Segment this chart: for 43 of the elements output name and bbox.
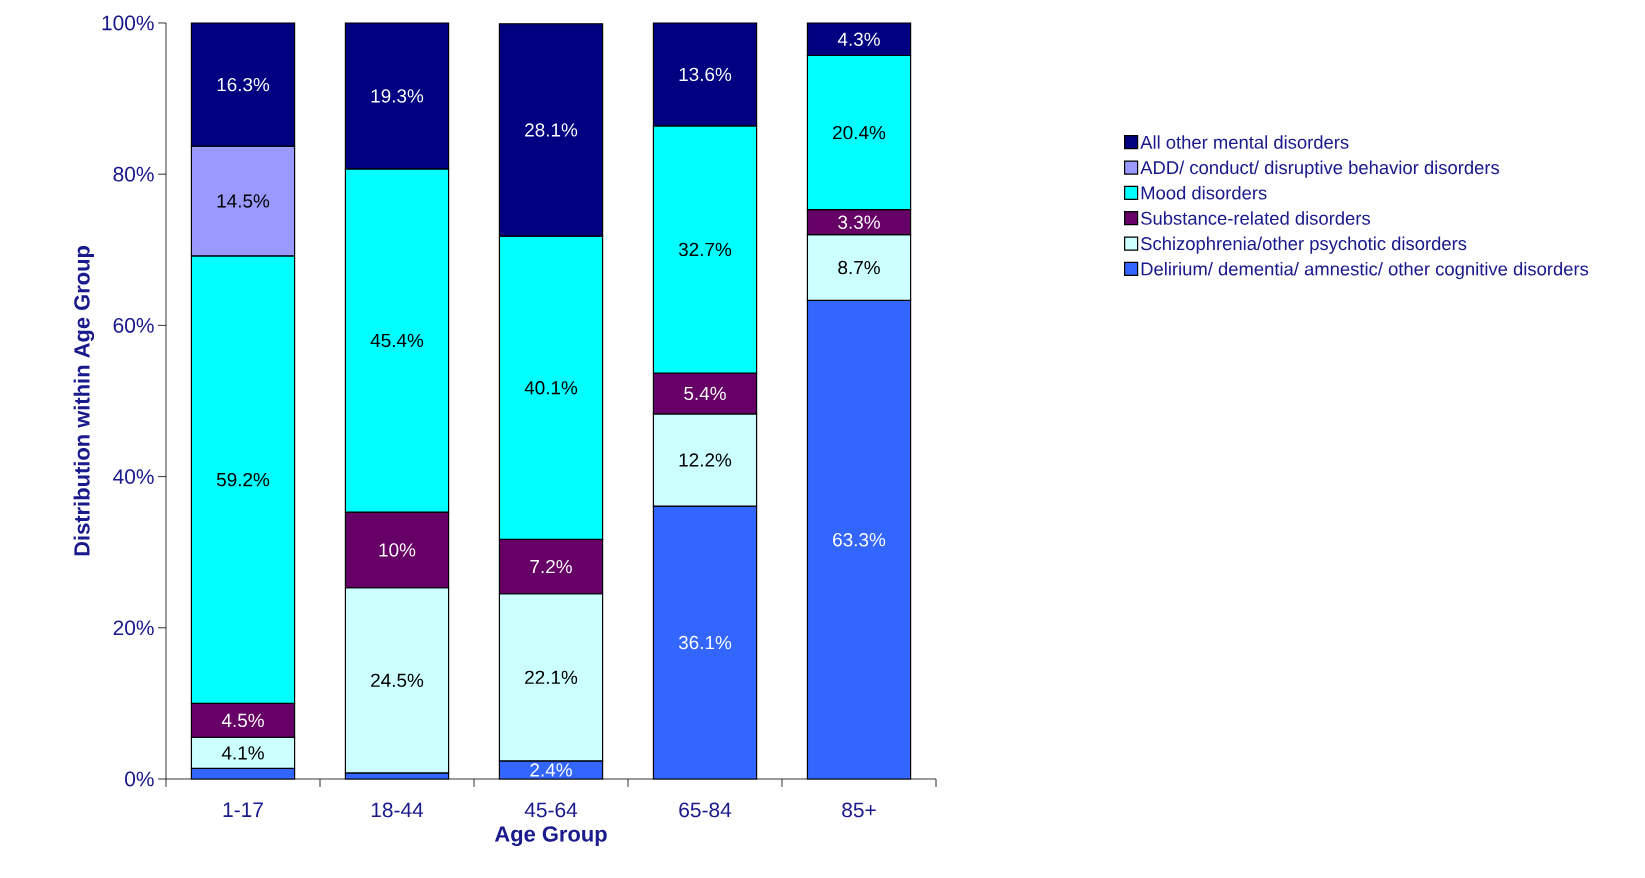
legend-label: Mood disorders — [1141, 185, 1267, 200]
data-label: 45.4% — [370, 333, 424, 348]
data-label: 22.1% — [525, 670, 578, 684]
legend-label: Substance-related disorders — [1141, 211, 1370, 225]
data-label: 13.6% — [679, 67, 732, 82]
data-label: 4.3% — [837, 32, 880, 46]
y-tick-label: 60% — [113, 317, 154, 333]
data-label: 4.1% — [221, 746, 264, 760]
x-tick-label: 65-84 — [679, 802, 732, 818]
legend-label: Delirium/ dementia/ amnestic/ other cognitive disorders — [1141, 261, 1589, 280]
data-label: 16.3% — [217, 77, 270, 92]
data-label: 32.7% — [678, 242, 732, 257]
x-tick-label: 45-64 — [524, 802, 578, 818]
data-label: 3.3% — [838, 215, 880, 229]
y-tick-label: 0% — [125, 771, 154, 787]
data-label: 19.3% — [371, 89, 424, 103]
data-label: 28.1% — [525, 123, 578, 137]
data-label: 10% — [379, 543, 416, 557]
y-tick-label: 100% — [102, 15, 154, 31]
data-label: 59.2% — [216, 472, 270, 487]
data-label: 7.2% — [530, 559, 572, 574]
x-tick-label: 1-17 — [223, 802, 263, 817]
data-label: 5.4% — [684, 386, 726, 401]
data-label: 8.7% — [838, 260, 880, 275]
data-label: 12.2% — [679, 453, 732, 467]
x-tick-label: 85+ — [842, 802, 876, 818]
data-label: 20.4% — [833, 125, 886, 140]
y-tick-label: 20% — [113, 620, 154, 636]
data-label: 2.4% — [530, 763, 572, 777]
data-label: 14.5% — [217, 194, 270, 208]
y-tick-label: 40% — [113, 469, 154, 484]
legend-label: All other mental disorders — [1140, 135, 1349, 149]
data-label: 40.1% — [524, 381, 578, 395]
x-axis-title: Age Group — [494, 826, 607, 847]
y-axis-title: Distribution within Age Group — [73, 246, 95, 556]
data-label: 24.5% — [371, 673, 424, 688]
legend-label: Schizophrenia/other psychotic disorders — [1141, 236, 1467, 254]
y-tick-label: 80% — [113, 166, 154, 182]
x-tick-label: 18-44 — [371, 802, 424, 818]
legend-label: ADD/ conduct/ disruptive behavior disorders — [1140, 160, 1500, 178]
data-label: 4.5% — [221, 713, 264, 728]
data-label: 63.3% — [833, 533, 886, 547]
data-label: 36.1% — [678, 635, 732, 650]
